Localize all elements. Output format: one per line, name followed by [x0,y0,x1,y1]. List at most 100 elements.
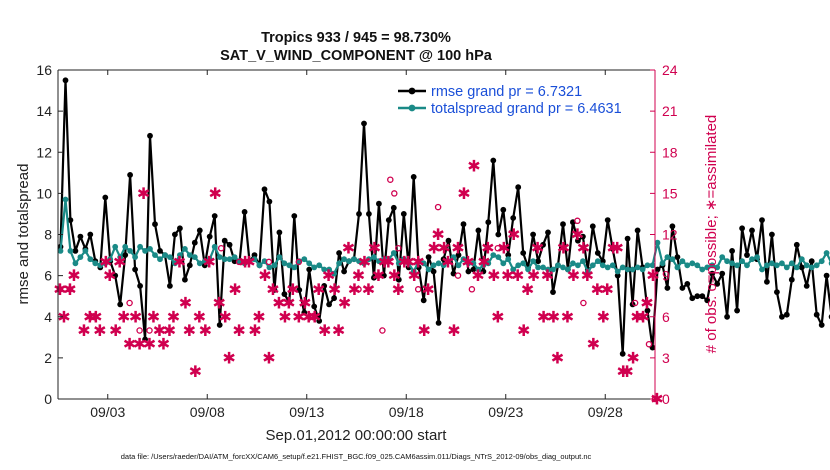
rmse-point [336,250,342,256]
rmse-line [59,79,830,355]
rmse-point [182,276,188,283]
obs-assimilated-marker: ✱ [262,348,275,367]
totalspread-point [783,264,790,271]
totalspread-point [634,264,641,271]
totalspread-point [177,252,183,258]
obs-assimilated-marker: ✱ [266,280,279,299]
totalspread-point [381,256,387,263]
obs-assimilated-marker: ✱ [133,335,146,354]
obs-assimilated-marker: ✱ [431,225,444,244]
rmse-point [102,194,109,201]
totalspread-point [97,262,104,269]
rmse-point [152,221,158,228]
obs-assimilated-marker: ✱ [167,307,180,326]
totalspread-point [604,264,611,271]
totalspread-point [286,262,293,269]
obs-assimilated-marker: ✱ [183,321,196,340]
totalspread-point [803,262,810,269]
obs-assimilated-marker: ✱ [113,252,126,271]
obs-assimilated-marker: ✱ [258,266,271,285]
rmse-point [117,301,124,308]
totalspread-point [301,256,308,263]
obs-assimilated-marker: ✱ [507,225,520,244]
obs-assimilated-marker: ✱ [252,307,265,326]
totalspread-point [788,260,795,267]
obs-possible-marker [146,327,153,334]
obs-assimilated-marker: ✱ [427,239,440,258]
rmse-point [226,241,233,248]
rmse-point [505,252,512,258]
totalspread-point [127,248,133,254]
chart-title: Tropics 933 / 945 = 98.730% [261,30,451,46]
totalspread-point [311,264,318,271]
obs-possible-marker [387,176,394,183]
obs-assimilated-marker: ✱ [587,335,600,354]
totalspread-point [639,266,646,273]
obs-assimilated-marker: ✱ [208,184,221,203]
obs-assimilated-marker: ✱ [620,362,633,381]
totalspread-point [808,264,815,271]
totalspread-point [246,258,253,265]
obs-assimilated-marker: ✱ [392,280,405,299]
obs-assimilated-marker: ✱ [342,239,355,258]
totalspread-point [555,262,561,269]
totalspread-point [649,262,656,269]
rmse-point [674,254,681,260]
y-tick-label: 16 [36,62,52,78]
totalspread-point [256,262,263,269]
rmse-point [560,221,566,228]
totalspread-point [520,260,527,267]
rmse-point [266,198,273,205]
obs-assimilated-marker: ✱ [477,252,490,271]
rmse-point [654,266,661,273]
obs-assimilated-marker: ✱ [640,294,653,313]
obs-assimilated-marker: ✱ [577,239,590,258]
totalspread-point [694,262,701,269]
totalspread-point [450,254,457,260]
obs-possible-marker [265,258,273,266]
totalspread-point [351,256,357,263]
obs-assimilated-marker: ✱ [491,307,504,326]
obs-assimilated-marker: ✱ [616,362,629,381]
rmse-point [311,303,318,310]
rmse-point [112,272,119,279]
obs-assimilated-marker: ✱ [218,307,231,326]
totalspread-point [500,260,507,267]
totalspread-point [356,258,362,265]
rmse-point [385,217,392,224]
totalspread-point [112,243,119,250]
rmse-point [530,231,536,238]
rmse-point [157,248,163,254]
totalspread-point [186,252,193,258]
obs-assimilated-marker: ✱ [173,252,186,271]
rmse-point [191,239,198,246]
totalspread-point [475,266,482,273]
legend-spread-label: totalspread grand pr = 6.4631 [431,101,622,117]
y-tick-label: 8 [44,227,52,243]
rmse-point [719,270,726,277]
obs-assimilated-marker: ✱ [298,294,311,313]
totalspread-point [699,266,706,273]
obs-assimilated-marker: ✱ [481,239,494,258]
obs-assimilated-marker: ✱ [567,266,580,285]
totalspread-point [823,250,830,256]
totalspread-point [251,256,258,263]
obs-assimilated-marker: ✱ [163,321,176,340]
obs-possible-marker [395,244,402,252]
obs-assimilated-marker: ✱ [153,321,166,340]
totalspread-point [376,258,382,265]
obs-assimilated-marker: ✱ [600,280,613,299]
rmse-point [808,258,815,265]
obs-assimilated-marker: ✱ [212,294,225,313]
totalspread-point [122,243,129,250]
totalspread-point [709,262,716,269]
obs-assimilated-marker: ✱ [626,348,639,367]
totalspread-point [724,258,730,265]
obs-assimilated-marker: ✱ [521,280,534,299]
rmse-point [520,250,527,256]
totalspread-point [729,260,735,267]
totalspread-point [654,239,661,246]
totalspread-point [818,258,825,265]
totalspread-point [226,256,233,263]
